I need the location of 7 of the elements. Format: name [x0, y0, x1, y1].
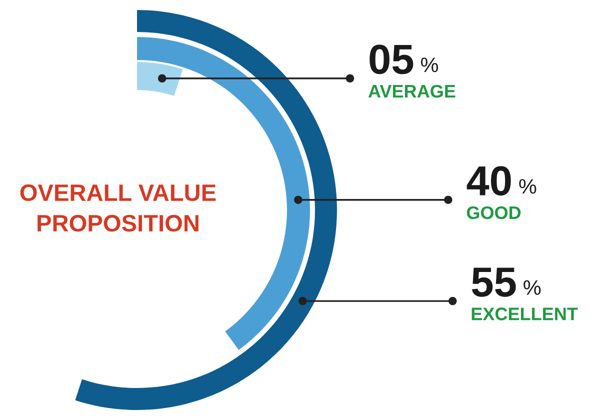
category-label: EXCELLENT: [472, 308, 578, 320]
category-label: GOOD: [466, 206, 521, 220]
text: OVERALL VALUE PROPOSITION: [20, 184, 216, 232]
data-label: 05 %: [370, 44, 438, 74]
data-label: 55 %: [472, 268, 541, 297]
data-label: 40 %: [466, 166, 536, 196]
category-label: AVERAGE: [368, 84, 456, 98]
